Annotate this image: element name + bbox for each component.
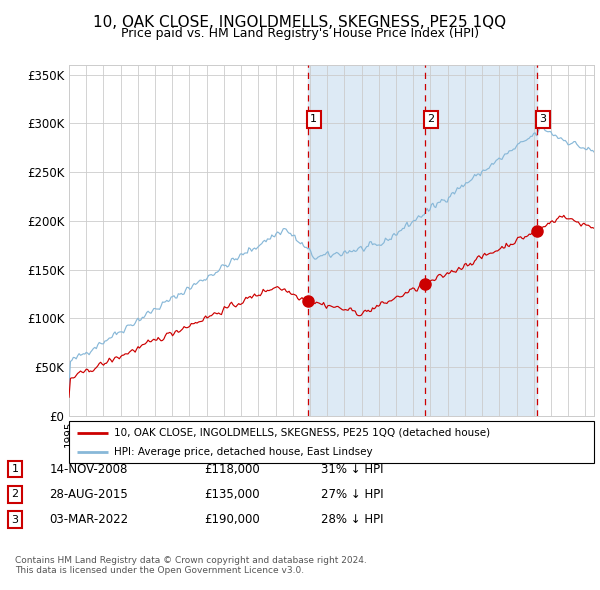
Text: This data is licensed under the Open Government Licence v3.0.: This data is licensed under the Open Gov… bbox=[15, 566, 304, 575]
Text: 31% ↓ HPI: 31% ↓ HPI bbox=[321, 463, 383, 476]
Text: Contains HM Land Registry data © Crown copyright and database right 2024.: Contains HM Land Registry data © Crown c… bbox=[15, 556, 367, 565]
Text: HPI: Average price, detached house, East Lindsey: HPI: Average price, detached house, East… bbox=[113, 447, 372, 457]
Text: Price paid vs. HM Land Registry's House Price Index (HPI): Price paid vs. HM Land Registry's House … bbox=[121, 27, 479, 40]
Text: 28% ↓ HPI: 28% ↓ HPI bbox=[321, 513, 383, 526]
Text: 10, OAK CLOSE, INGOLDMELLS, SKEGNESS, PE25 1QQ: 10, OAK CLOSE, INGOLDMELLS, SKEGNESS, PE… bbox=[94, 15, 506, 30]
Text: 1: 1 bbox=[310, 114, 317, 124]
FancyBboxPatch shape bbox=[69, 421, 594, 463]
Text: 3: 3 bbox=[11, 515, 19, 525]
Text: 3: 3 bbox=[539, 114, 546, 124]
Text: 03-MAR-2022: 03-MAR-2022 bbox=[49, 513, 128, 526]
Text: 1: 1 bbox=[11, 464, 19, 474]
Text: 14-NOV-2008: 14-NOV-2008 bbox=[49, 463, 128, 476]
Text: £135,000: £135,000 bbox=[204, 488, 260, 501]
Text: 2: 2 bbox=[11, 490, 19, 499]
Text: 10, OAK CLOSE, INGOLDMELLS, SKEGNESS, PE25 1QQ (detached house): 10, OAK CLOSE, INGOLDMELLS, SKEGNESS, PE… bbox=[113, 428, 490, 438]
Bar bbox=[308, 65, 536, 416]
Text: £118,000: £118,000 bbox=[204, 463, 260, 476]
Text: 27% ↓ HPI: 27% ↓ HPI bbox=[321, 488, 383, 501]
Text: £190,000: £190,000 bbox=[204, 513, 260, 526]
Text: 2: 2 bbox=[427, 114, 434, 124]
Text: 28-AUG-2015: 28-AUG-2015 bbox=[49, 488, 128, 501]
